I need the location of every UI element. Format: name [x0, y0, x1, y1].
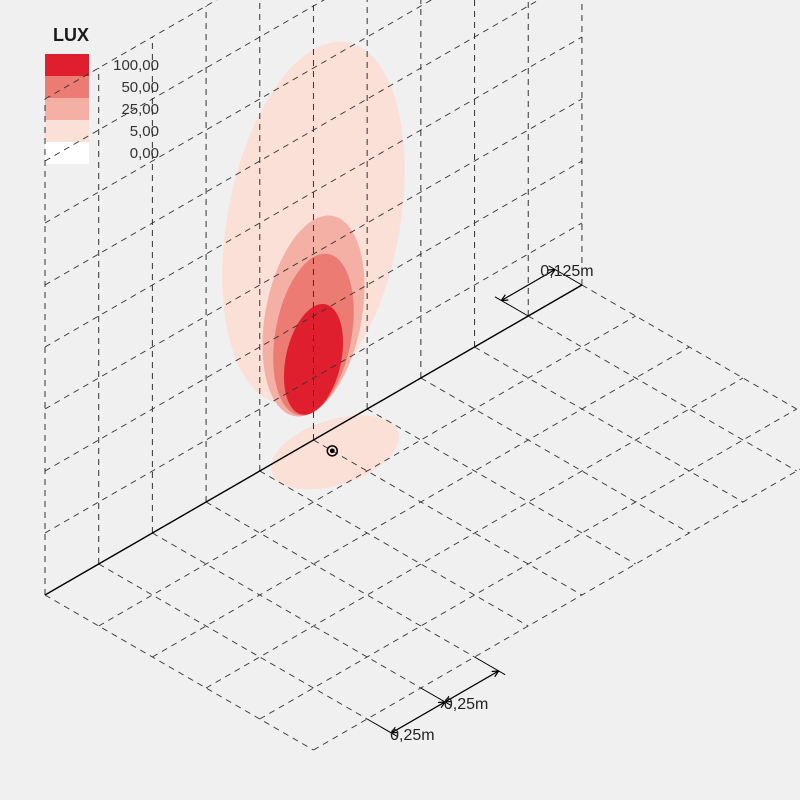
dimension-markers	[367, 266, 582, 737]
floor-grid	[45, 285, 800, 750]
dimension-label: 0,25m	[444, 696, 488, 714]
scene	[0, 0, 800, 800]
dimension-label: 0,125m	[540, 263, 593, 281]
dimension-label: 0,25m	[390, 727, 434, 745]
